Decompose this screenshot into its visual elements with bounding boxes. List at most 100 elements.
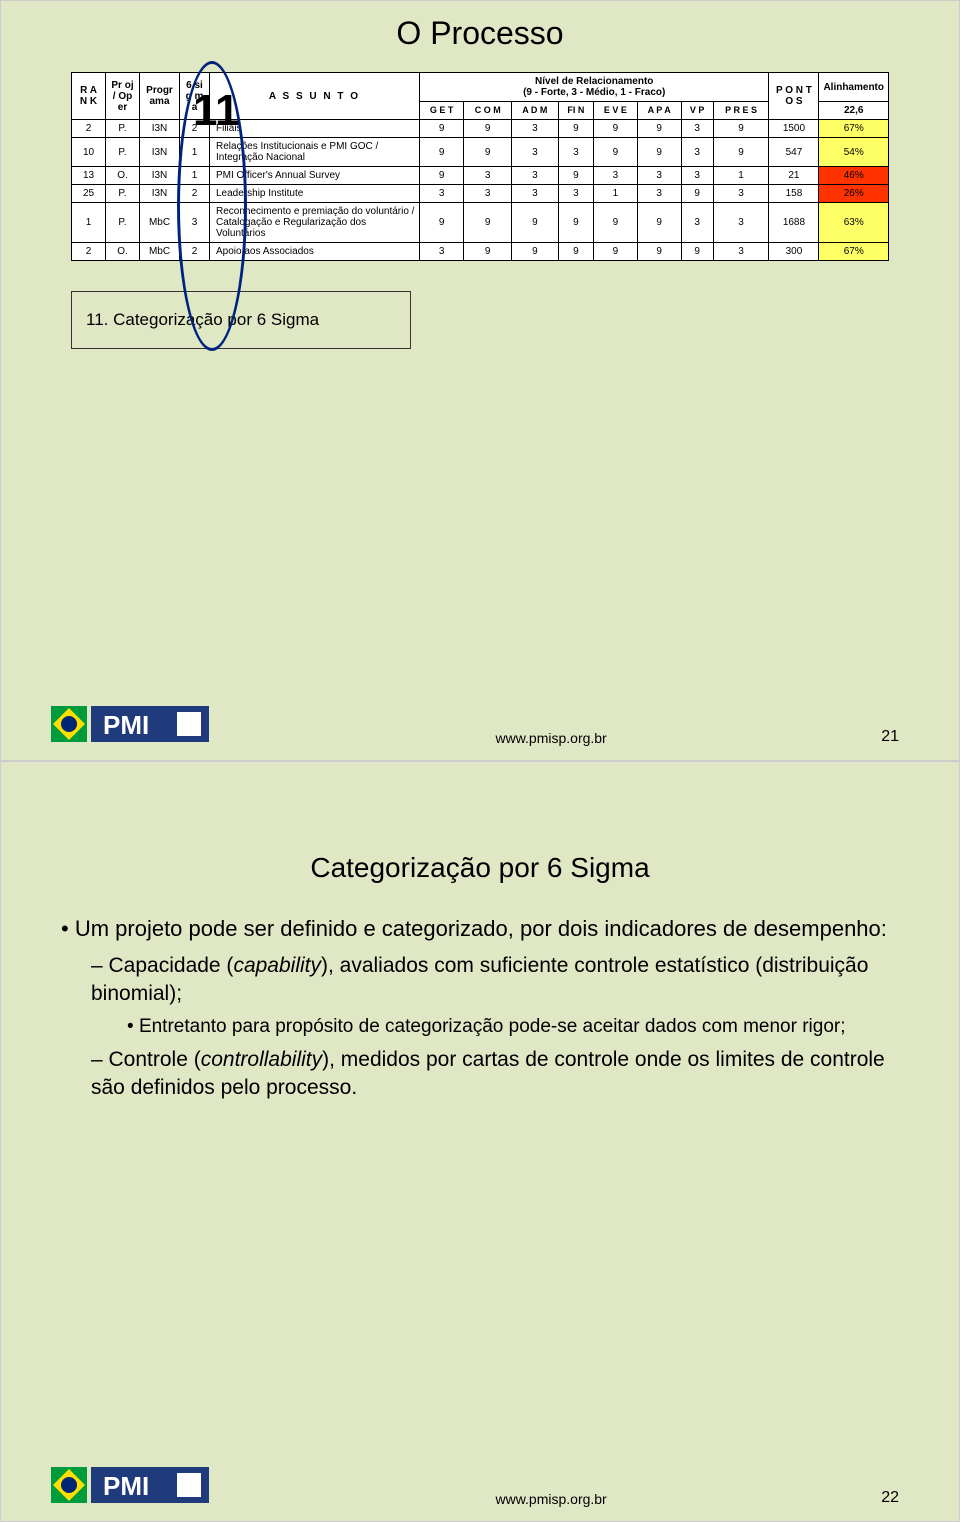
annotation-box: 11. Categorização por 6 Sigma (71, 291, 411, 349)
table-cell: I3N (140, 120, 180, 138)
table-cell: 300 (769, 243, 819, 261)
table-cell: 3 (420, 185, 464, 203)
table-cell: 3 (681, 120, 713, 138)
table-cell: 9 (512, 203, 559, 243)
table-cell: 9 (594, 203, 638, 243)
table-cell: P. (106, 185, 140, 203)
table-cell: 10 (72, 138, 106, 167)
table-cell: 9 (512, 243, 559, 261)
slide-1: O Processo 11 R A N K Pr oj / Op er Prog… (0, 0, 960, 761)
col-com: C O M (464, 102, 512, 120)
table-cell: 9 (558, 120, 593, 138)
pct-cell: 67% (819, 243, 889, 261)
table-cell: Apoio aos Associados (210, 243, 420, 261)
table-cell: 9 (713, 138, 769, 167)
table-cell: P. (106, 120, 140, 138)
logo-svg: PMI (51, 1463, 221, 1507)
b2a-italic: capability (233, 954, 321, 977)
table-cell: 3 (558, 185, 593, 203)
table-row: 13O.I3N1PMI Officer's Annual Survey93393… (72, 167, 889, 185)
col-apa: A P A (637, 102, 681, 120)
table-cell: 3 (681, 167, 713, 185)
table-cell: 9 (464, 120, 512, 138)
table-cell: 9 (464, 243, 512, 261)
pct-cell: 46% (819, 167, 889, 185)
table-cell: 9 (558, 203, 593, 243)
svg-text:PMI: PMI (103, 710, 149, 740)
table-cell: PMI Officer's Annual Survey (210, 167, 420, 185)
page-number: 21 (881, 728, 899, 746)
table-cell: 21 (769, 167, 819, 185)
table-cell: 9 (637, 243, 681, 261)
table-cell: 9 (637, 138, 681, 167)
table-cell: O. (106, 243, 140, 261)
table-cell: 13 (72, 167, 106, 185)
slide-title: O Processo (1, 1, 959, 52)
table-cell: 3 (512, 120, 559, 138)
table-row: 1P.MbC3Reconhecimento e premiação do vol… (72, 203, 889, 243)
table-cell: I3N (140, 138, 180, 167)
table-cell: 9 (681, 185, 713, 203)
svg-text:PMI: PMI (103, 1471, 149, 1501)
table-cell: 547 (769, 138, 819, 167)
bullet-2b: Controle (controllability), medidos por … (91, 1046, 899, 1103)
table-cell: 2 (180, 243, 210, 261)
slide-2: Categorização por 6 Sigma Um projeto pod… (0, 761, 960, 1522)
table-cell: 3 (464, 185, 512, 203)
table-cell: 3 (512, 138, 559, 167)
table-cell: 9 (464, 138, 512, 167)
table-cell: 9 (594, 243, 638, 261)
b2b-pre: Controle ( (109, 1048, 201, 1071)
table-cell: 3 (512, 185, 559, 203)
table-cell: 3 (713, 185, 769, 203)
col-vp: V P (681, 102, 713, 120)
table-cell: 3 (681, 138, 713, 167)
pct-cell: 26% (819, 185, 889, 203)
table-cell: 9 (420, 120, 464, 138)
table-cell: P. (106, 138, 140, 167)
table-body: 2P.I3N2Filiais99399939150067%10P.I3N1Rel… (72, 120, 889, 261)
table-cell: 9 (420, 203, 464, 243)
page-number: 22 (881, 1489, 899, 1507)
table-cell: 1 (72, 203, 106, 243)
table-cell: 2 (180, 185, 210, 203)
footer: PMI www.pmisp.org.br 22 (1, 1463, 959, 1507)
table-cell: 1 (594, 185, 638, 203)
col-get: G E T (420, 102, 464, 120)
table-cell: Leadership Institute (210, 185, 420, 203)
table-cell: Reconhecimento e premiação do voluntário… (210, 203, 420, 243)
table-row: 10P.I3N1Relações Institucionais e PMI GO… (72, 138, 889, 167)
footer-url: www.pmisp.org.br (221, 730, 881, 746)
logo-svg: PMI (51, 702, 221, 746)
table-cell: P. (106, 203, 140, 243)
bullet-2a: Capacidade (capability), avaliados com s… (91, 952, 899, 1009)
col-pres: P R E S (713, 102, 769, 120)
table-cell: MbC (140, 203, 180, 243)
table-cell: I3N (140, 185, 180, 203)
col-prog: Progr ama (140, 73, 180, 120)
pct-cell: 67% (819, 120, 889, 138)
table-cell: Filiais (210, 120, 420, 138)
table-cell: 9 (637, 203, 681, 243)
table-cell: 9 (558, 167, 593, 185)
table-row: 25P.I3N2Leadership Institute333313931582… (72, 185, 889, 203)
table-cell: 9 (558, 243, 593, 261)
pmi-logo: PMI (51, 702, 221, 746)
col-pontos: P O N T O S (769, 73, 819, 120)
slide2-title: Categorização por 6 Sigma (1, 852, 959, 884)
footer-url: www.pmisp.org.br (221, 1491, 881, 1507)
col-alignval: 22,6 (819, 102, 889, 120)
table-row: 2O.MbC2Apoio aos Associados3999999330067… (72, 243, 889, 261)
table-cell: 3 (558, 138, 593, 167)
col-eve: E V E (594, 102, 638, 120)
col-proj: Pr oj / Op er (106, 73, 140, 120)
table-cell: 9 (420, 138, 464, 167)
table-cell: 3 (180, 203, 210, 243)
table-cell: 9 (464, 203, 512, 243)
pct-cell: 54% (819, 138, 889, 167)
table-cell: 9 (420, 167, 464, 185)
table-cell: MbC (140, 243, 180, 261)
table-cell: 1688 (769, 203, 819, 243)
table-cell: 2 (72, 120, 106, 138)
bullets: Um projeto pode ser definido e categoriz… (61, 914, 899, 1103)
